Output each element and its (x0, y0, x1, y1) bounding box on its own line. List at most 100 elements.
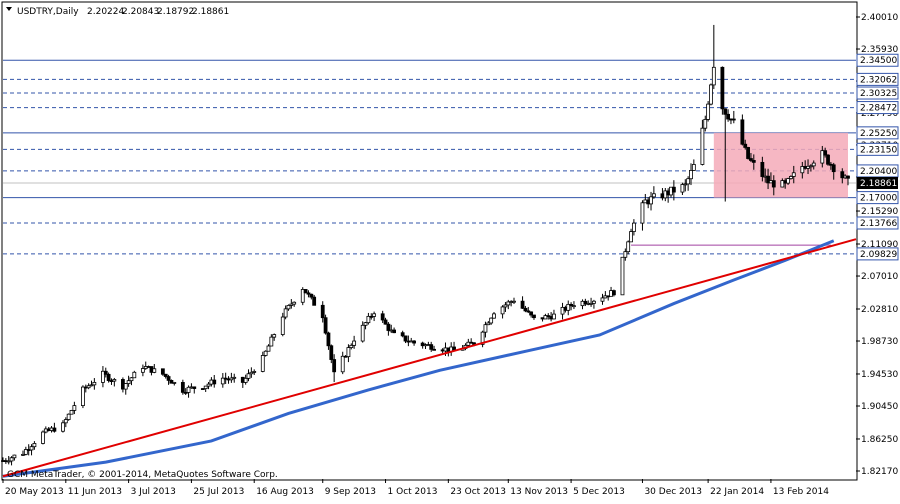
candle-body (483, 324, 488, 333)
candle-body (52, 427, 57, 432)
candle-body (172, 382, 177, 384)
candle-body (800, 166, 805, 174)
candle-body (280, 316, 285, 335)
candle-body (186, 386, 191, 393)
candle-body (532, 314, 536, 319)
candle-body (846, 175, 850, 179)
candle-body (69, 410, 74, 415)
candle-body (723, 108, 728, 115)
candle-body (269, 336, 274, 347)
x-tick-label: 5 Dec 2013 (573, 487, 625, 497)
candle-body (129, 377, 134, 382)
candle-body (766, 175, 770, 184)
price-level-label-box (856, 216, 899, 230)
trendline (2, 238, 857, 478)
candle-body (706, 103, 711, 120)
candle-body (808, 165, 813, 168)
candle-body (363, 322, 368, 326)
header-high: 2.20843 (122, 7, 159, 17)
candle-body (292, 301, 297, 305)
candle-body (160, 368, 165, 375)
candle-body (323, 317, 328, 334)
candle-body (66, 413, 71, 420)
x-tick-label: 25 Jul 2013 (193, 487, 244, 497)
candle-body (41, 431, 45, 444)
candle-body (266, 345, 271, 352)
header-open: 2.20224 (87, 7, 124, 17)
header-symbol: USDTRY,Daily (17, 7, 79, 17)
copyright-text: GCM MetaTrader, © 2001-2014, MetaQuotes … (7, 470, 278, 480)
y-tick-label: 1.90450 (861, 402, 898, 412)
candle-body (360, 324, 365, 342)
dropdown-triangle-icon[interactable] (6, 7, 12, 11)
candle-body (286, 305, 291, 310)
candle-body (826, 154, 830, 165)
moving-average-line (2, 239, 835, 478)
candle-body (631, 222, 636, 232)
candle-body (352, 340, 357, 346)
candle-body (29, 446, 34, 451)
candle-body (503, 304, 508, 308)
x-tick-label: 1 Oct 2013 (388, 487, 438, 497)
candle-body (552, 313, 556, 320)
candle-body (306, 292, 311, 295)
header-close: 2.18861 (192, 7, 229, 17)
x-tick-label: 3 Jul 2013 (131, 487, 176, 497)
x-tick-label: 20 May 2013 (5, 487, 64, 497)
candle-body (380, 313, 385, 321)
candle-body (543, 315, 548, 320)
candle-body (791, 172, 796, 177)
candle-body (283, 308, 288, 318)
candle-body (840, 171, 845, 179)
candle-body (412, 340, 416, 344)
candle-body (649, 196, 653, 205)
candle-body (612, 290, 616, 296)
candle-body (163, 373, 168, 377)
candle-body (89, 384, 94, 387)
y-tick-label: 2.35930 (861, 45, 898, 55)
candle-body (180, 382, 185, 393)
price-level-label: 2.25250 (860, 129, 897, 139)
candle-body (700, 127, 705, 165)
current-price-label-box (857, 177, 898, 190)
candle-body (529, 311, 534, 316)
candle-body (403, 335, 408, 342)
candle-body (486, 322, 491, 326)
candle-body (400, 332, 405, 337)
candle-body (583, 300, 588, 305)
candle-body (386, 323, 391, 331)
candle-body (132, 371, 137, 379)
candle-body (21, 453, 25, 456)
candle-body (340, 355, 345, 373)
x-tick-label: 16 Aug 2013 (256, 487, 314, 497)
price-level-label-box (856, 126, 899, 140)
price-level-label: 2.34500 (860, 56, 897, 66)
y-tick-label: 2.15290 (861, 207, 898, 217)
candle-body (480, 331, 485, 345)
candle-body (572, 305, 576, 308)
candle-body (686, 178, 691, 185)
y-tick-label: 1.98730 (861, 337, 898, 347)
candle-body (232, 376, 237, 379)
candle-body (326, 332, 331, 347)
candle-body (640, 202, 645, 224)
candle-body (703, 119, 708, 129)
y-tick-label: 2.40010 (861, 13, 898, 23)
candle-body (300, 289, 305, 303)
candle-body (806, 165, 810, 169)
candle-body (212, 379, 217, 385)
candle-body (32, 443, 37, 448)
candle-body (6, 460, 11, 463)
candle-body (671, 186, 676, 193)
candle-body (366, 315, 371, 324)
header-low: 2.18792 (157, 7, 194, 17)
candle-body (771, 180, 776, 188)
candle-body (746, 147, 750, 159)
candle-body (629, 231, 633, 243)
candle-body (63, 419, 68, 424)
candle-body (9, 457, 14, 462)
candle-body (566, 303, 571, 311)
candle-body (651, 193, 656, 198)
